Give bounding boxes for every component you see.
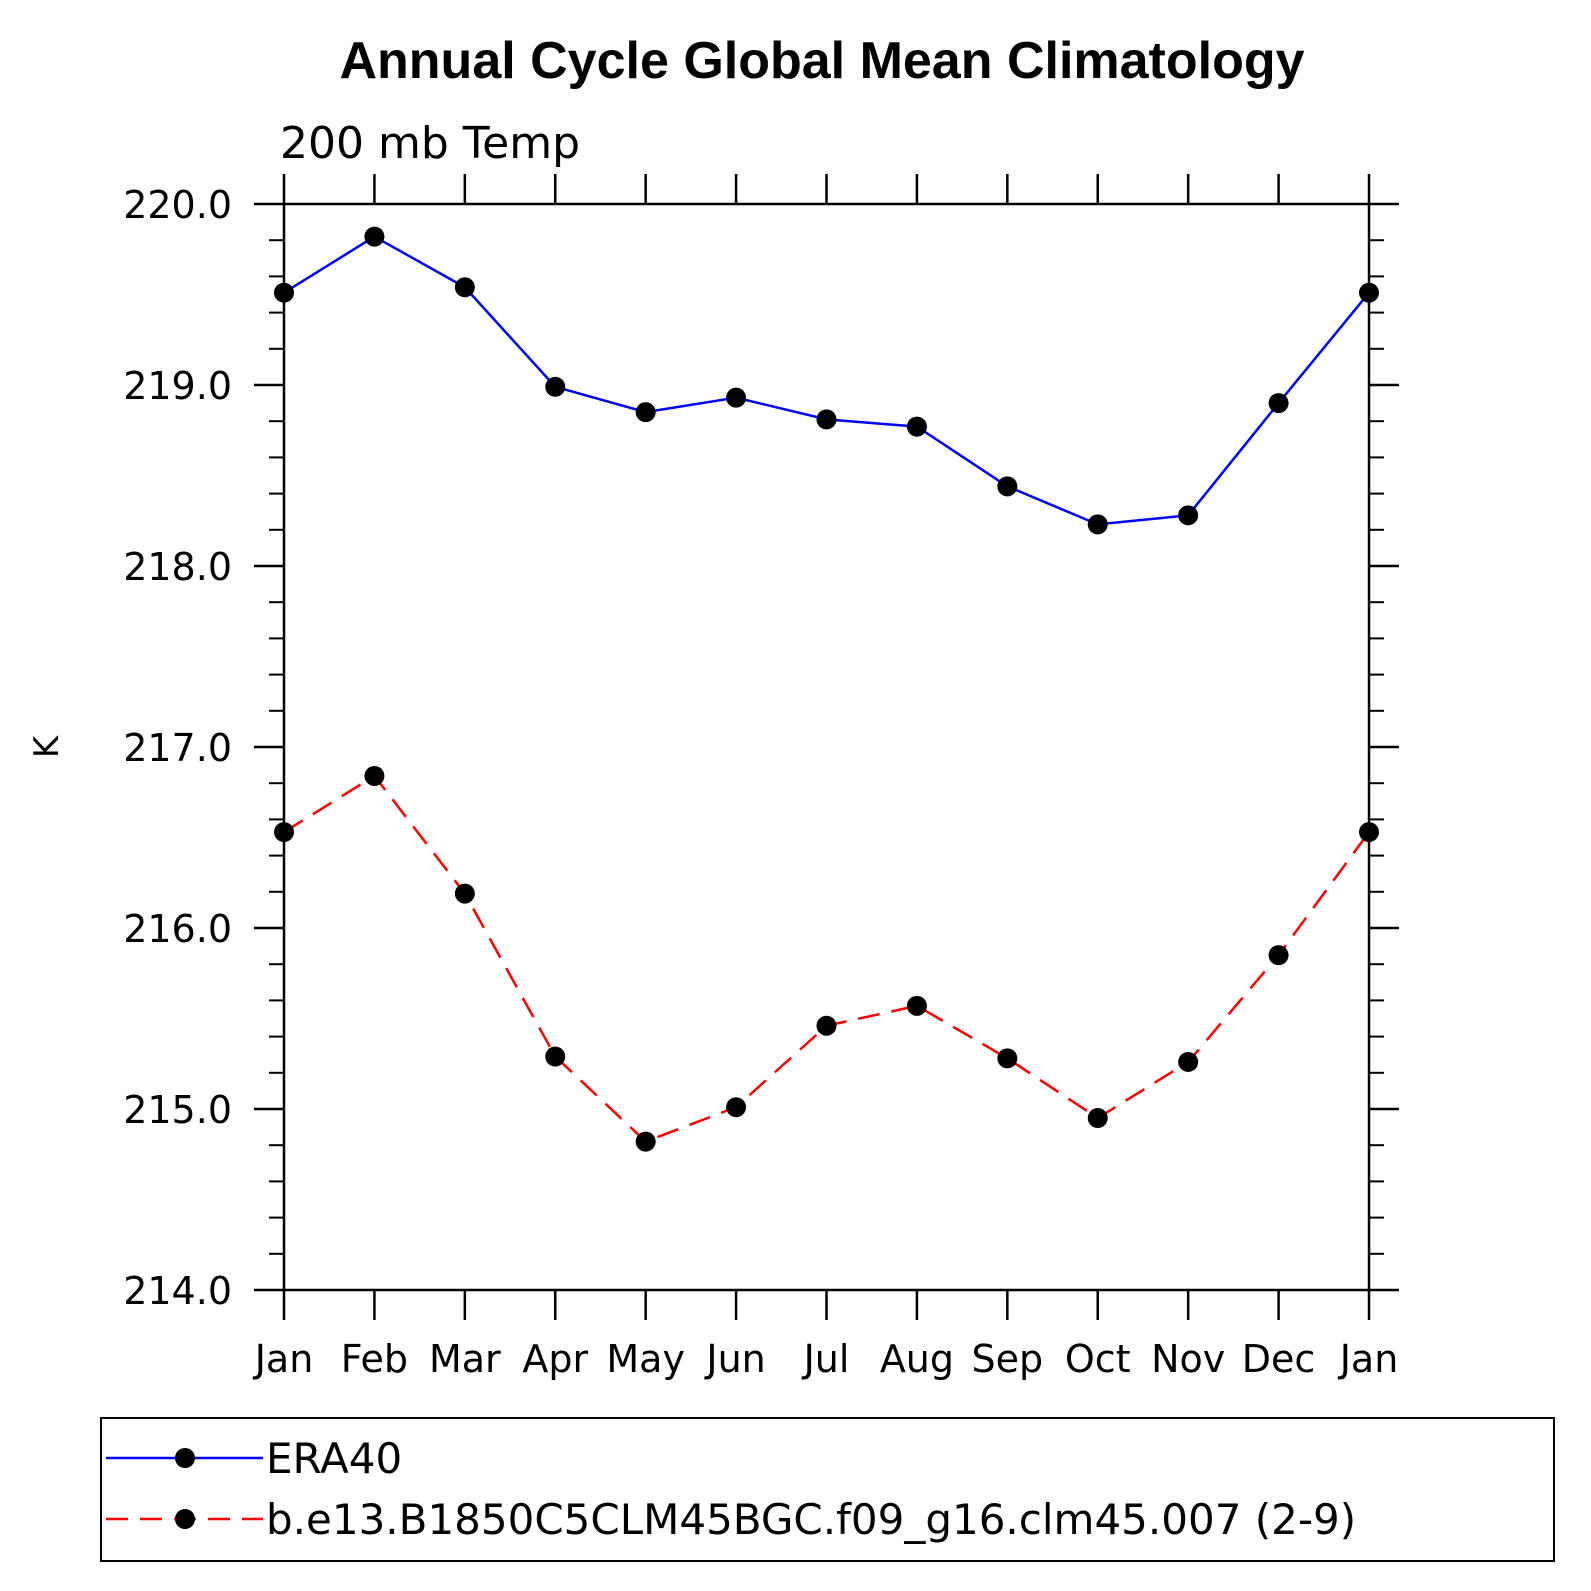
data-point — [1178, 1051, 1199, 1072]
data-point — [816, 1015, 837, 1036]
series-layer — [274, 226, 1379, 1152]
plot-frame — [282, 202, 1371, 1292]
legend-label: b.e13.B1850C5CLM45BGC.f09_g16.clm45.007 … — [266, 1495, 1356, 1544]
axes: 214.0 215.0 216.0 217.0 218.0 219.0 220.0 Jan Fe… — [27, 174, 1399, 1381]
data-point — [1268, 393, 1289, 414]
x-tick-label: May — [606, 1337, 685, 1381]
y-tick-label: 216.0 — [123, 907, 232, 951]
legend-label: ERA40 — [266, 1434, 402, 1483]
y-tick-label: 219.0 — [123, 364, 232, 408]
x-tick-label: Nov — [1151, 1337, 1225, 1381]
data-point — [454, 883, 475, 904]
data-point — [1178, 505, 1199, 526]
y-axis-label: K — [27, 734, 67, 758]
data-point — [364, 765, 385, 786]
data-point — [1268, 945, 1289, 966]
legend: ERA40 b.e13.B1850C5CLM45BGC.f09_g16.clm45… — [100, 1417, 1555, 1562]
x-tick-label: Feb — [341, 1337, 408, 1381]
data-point — [545, 376, 566, 397]
data-point — [906, 416, 927, 437]
series-2 — [274, 765, 1379, 1152]
y-tick-label: 214.0 — [123, 1269, 232, 1313]
x-tick-label: Apr — [522, 1337, 588, 1381]
data-point — [274, 282, 294, 303]
data-point — [1087, 1108, 1108, 1129]
series-line — [283, 774, 1371, 1144]
data-point — [1359, 822, 1379, 843]
data-point — [726, 387, 747, 408]
x-tick-label: Oct — [1065, 1337, 1131, 1381]
y-tick-label: 215.0 — [123, 1088, 232, 1132]
legend-marker — [175, 1448, 195, 1468]
y-tick-label: 217.0 — [123, 726, 232, 770]
x-tick-label: Mar — [429, 1337, 501, 1381]
data-point — [1359, 282, 1379, 303]
legend-box — [100, 1417, 1555, 1562]
data-point — [997, 1048, 1018, 1069]
data-point — [635, 1131, 656, 1152]
x-tick-label: Sep — [972, 1337, 1044, 1381]
data-point — [1087, 514, 1108, 535]
x-tick-label: Jul — [802, 1337, 850, 1381]
y-tick-label: 218.0 — [123, 545, 232, 589]
data-point — [545, 1046, 566, 1067]
y-tick-label: 220.0 — [123, 183, 232, 227]
data-point — [454, 277, 475, 298]
data-point — [635, 402, 656, 423]
chart-title: Annual Cycle Global Mean Climatology — [339, 32, 1304, 90]
data-point — [816, 409, 837, 430]
data-point — [726, 1097, 747, 1118]
x-tick-label: Dec — [1242, 1337, 1316, 1381]
x-tick-label: Jun — [704, 1337, 765, 1381]
x-tick-label: Jan — [253, 1337, 314, 1381]
data-point — [997, 476, 1018, 497]
data-point — [274, 822, 294, 843]
x-tick-label: Aug — [880, 1337, 954, 1381]
legend-marker — [175, 1509, 195, 1529]
data-point — [364, 226, 385, 247]
data-point — [906, 995, 927, 1016]
series-line — [283, 235, 1370, 526]
series-1 — [274, 226, 1379, 535]
x-tick-label: Jan — [1338, 1337, 1399, 1381]
chart-subtitle: 200 mb Temp — [280, 118, 580, 169]
